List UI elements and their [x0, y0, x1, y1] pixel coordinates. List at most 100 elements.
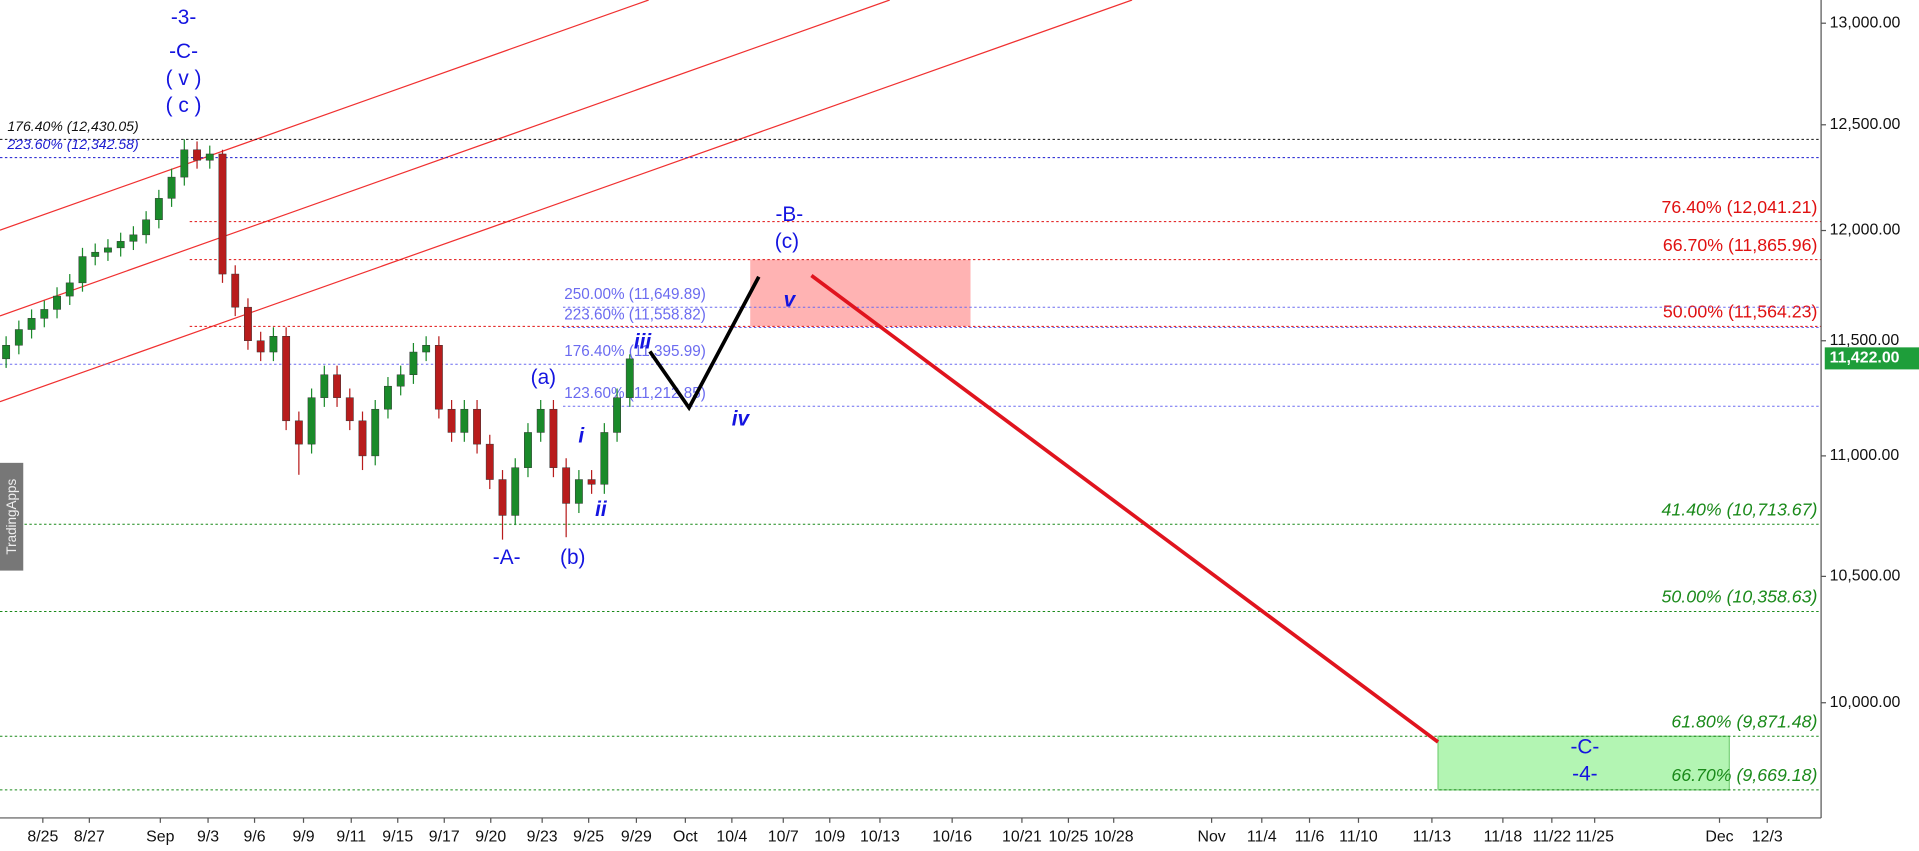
- candle-body: [65, 282, 74, 297]
- level-label: 41.40% (10,713.67): [1662, 499, 1818, 519]
- x-tick-label: 11/25: [1575, 829, 1614, 846]
- x-tick-label: 9/6: [244, 829, 266, 846]
- candle-body: [409, 351, 418, 376]
- wave-label: -B-: [776, 203, 804, 226]
- x-tick-label: 10/25: [1049, 829, 1089, 846]
- wave-label: -C-: [169, 40, 198, 63]
- x-tick-label: 11/6: [1295, 829, 1325, 846]
- x-tick-label: 9/25: [573, 829, 604, 846]
- candle-body: [460, 408, 469, 433]
- y-tick-label: 12,500.00: [1830, 116, 1901, 133]
- x-tick-label: 11/4: [1247, 829, 1277, 846]
- x-tick-label: Dec: [1705, 829, 1733, 846]
- level-label: 50.00% (10,358.63): [1662, 587, 1818, 607]
- candle-body: [282, 336, 291, 422]
- wave-label: -C-: [1570, 736, 1599, 759]
- candle-body: [167, 176, 176, 199]
- candle-body: [244, 306, 252, 341]
- wave-label: v: [784, 289, 797, 312]
- x-tick-label: 9/11: [336, 829, 366, 846]
- candle-body: [498, 479, 507, 516]
- wave-label: iii: [634, 330, 653, 353]
- x-tick-label: 9/9: [292, 829, 314, 846]
- level-label: 66.70% (9,669.18): [1671, 765, 1817, 785]
- wave-label: iv: [732, 407, 751, 430]
- x-tick-label: 10/7: [768, 829, 799, 846]
- candle-body: [269, 336, 278, 353]
- x-tick-label: 8/25: [27, 829, 58, 846]
- candle-body: [333, 374, 341, 398]
- candle-body: [14, 329, 23, 346]
- x-tick-label: 9/29: [621, 829, 652, 846]
- level-label: 176.40% (11,395.99): [564, 343, 706, 360]
- x-tick-label: 10/9: [814, 829, 845, 846]
- candle-body: [294, 420, 303, 445]
- candle-body: [154, 198, 163, 220]
- candle-body: [358, 420, 367, 457]
- projection-line: [810, 274, 1440, 744]
- x-tick-label: Oct: [673, 829, 698, 846]
- candle-body: [447, 408, 456, 433]
- y-tick-label: 10,500.00: [1830, 568, 1901, 585]
- last-price-badge: [1824, 347, 1919, 370]
- y-tick-label: 11,500.00: [1830, 332, 1900, 349]
- x-tick-label: 10/28: [1094, 829, 1134, 846]
- candle-body: [371, 408, 380, 457]
- wave-label: -3-: [171, 6, 196, 29]
- x-tick-label: Nov: [1197, 829, 1225, 846]
- channel-line: [0, 0, 1133, 403]
- x-tick-label: 10/21: [1002, 829, 1042, 846]
- candle-body: [320, 374, 329, 398]
- wave-label: ( c ): [166, 94, 202, 117]
- candle-body: [384, 385, 392, 410]
- candle-body: [549, 408, 558, 468]
- candle-body: [78, 256, 87, 284]
- x-tick-label: 11/18: [1484, 829, 1523, 846]
- level-label: 66.70% (11,865.96): [1663, 235, 1818, 255]
- last-price-label: 11,422.00: [1830, 350, 1900, 367]
- x-tick-label: 9/3: [197, 829, 219, 846]
- candle-body: [396, 374, 405, 387]
- x-tick-label: 11/13: [1413, 829, 1452, 846]
- channel-line: [0, 0, 649, 231]
- candle-body: [524, 432, 532, 468]
- candle-body: [307, 397, 316, 445]
- projection-zigzag: [648, 275, 761, 412]
- level-label: 223.60% (12,342.58): [6, 136, 138, 152]
- level-label: 123.60% (11,212.85): [564, 385, 706, 402]
- candle-body: [40, 309, 49, 319]
- watermark: TradingApps: [4, 479, 19, 555]
- candle-body: [53, 295, 61, 310]
- candle-body: [205, 153, 214, 161]
- candle-body: [231, 273, 240, 308]
- wave-label: (a): [531, 366, 556, 389]
- wave-label: ii: [595, 498, 608, 521]
- target-zone-red: [750, 259, 971, 327]
- level-label: 50.00% (11,564.23): [1663, 302, 1818, 322]
- watermark-bg: [0, 462, 24, 571]
- x-tick-label: 10/13: [860, 829, 900, 846]
- candle-body: [256, 340, 265, 353]
- candle-body: [625, 358, 634, 398]
- candle-body: [193, 149, 201, 161]
- channel-line: [0, 0, 890, 317]
- x-tick-label: Sep: [146, 829, 174, 846]
- candle-body: [218, 153, 227, 275]
- candle-body: [116, 241, 125, 249]
- x-tick-label: 10/16: [932, 829, 972, 846]
- candle-body: [422, 345, 431, 353]
- x-tick-label: 8/27: [74, 829, 105, 846]
- candle-body: [91, 251, 100, 257]
- x-tick-label: 11/22: [1533, 829, 1572, 846]
- wave-label: (c): [775, 230, 799, 253]
- candle-body: [434, 345, 443, 410]
- candle-body: [142, 219, 151, 236]
- candle-body: [536, 408, 545, 433]
- x-tick-label: 9/15: [382, 829, 413, 846]
- target-zone-green: [1437, 735, 1730, 791]
- wave-label: i: [578, 425, 585, 448]
- wave-label: ( v ): [166, 67, 202, 90]
- x-tick-label: 10/4: [716, 829, 747, 846]
- x-tick-label: 12/3: [1752, 829, 1783, 846]
